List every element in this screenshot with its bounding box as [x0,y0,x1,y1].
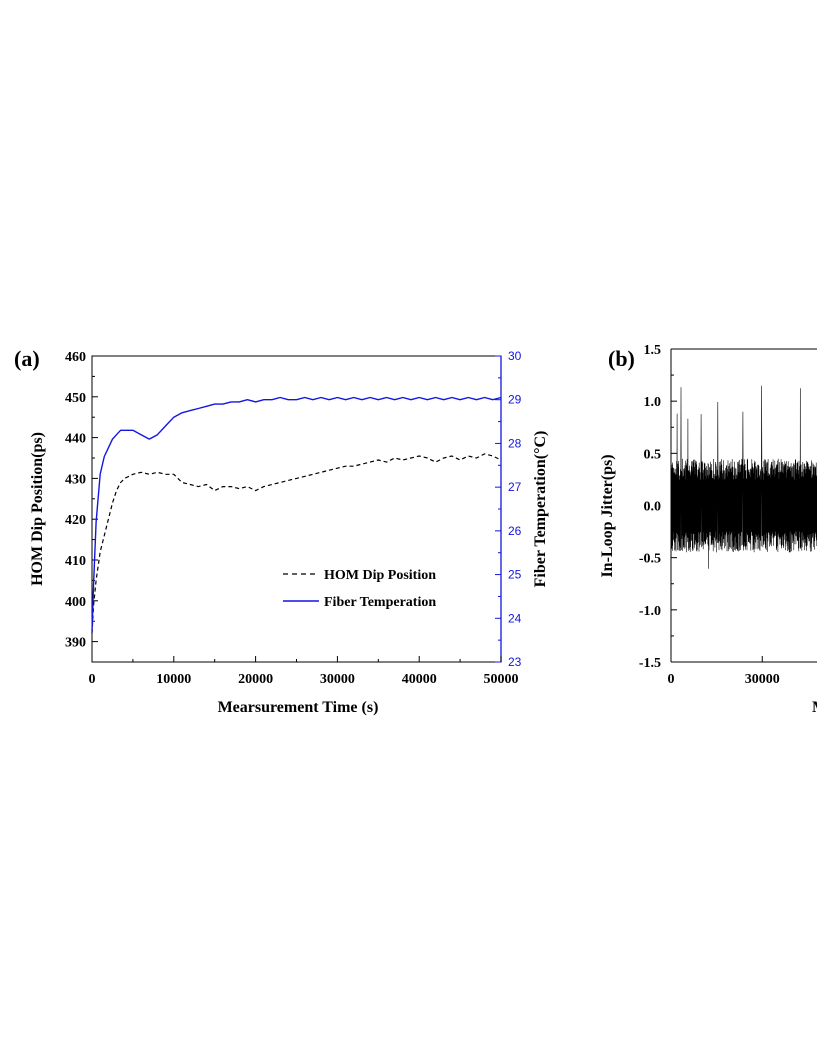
right-y-tick-label: 30 [508,349,522,363]
panel-b-label: (b) [608,346,635,371]
fiber-temperature-series-line [91,396,502,632]
panel-b: (b) 1.5 1.0 0.5 0.0 -0.5 -1.0 -1.5 0 30000 In-L… [599,343,817,716]
panel-b-x-axis-label-fragment: M [812,699,817,716]
right-y-tick-label: 27 [508,480,522,494]
right-y-tick-label: 24 [508,611,522,625]
x-tick-label: 20000 [238,672,273,687]
panel-b-y-axis-label: In-Loop Jitter(ps) [599,454,616,577]
b-y-tick-label: 0.0 [644,500,662,515]
right-y-tick-label: 26 [508,524,522,538]
right-y-tick-label: 29 [508,393,522,407]
x-tick-label: 10000 [156,672,191,687]
left-y-tick-label: 450 [65,391,86,406]
panel-a-x-ticks: 0 10000 20000 30000 40000 50000 [89,656,519,687]
panel-a-right-y-axis-label: Fiber Temperation(°C) [532,431,549,588]
b-y-tick-label: -1.5 [639,656,661,671]
panel-b-x-ticks: 0 30000 [668,656,780,687]
panel-a-series [91,396,502,634]
panel-a-plot-frame [91,355,502,663]
panel-a-left-y-ticks: 390 400 410 420 430 440 450 460 [65,350,98,651]
b-y-tick-label: 0.5 [644,447,662,462]
left-y-tick-label: 430 [65,472,86,487]
b-y-tick-label: -1.0 [639,604,661,619]
x-tick-label: 0 [89,672,96,687]
left-y-tick-label: 390 [65,636,86,651]
legend-temp-label: Fiber Temperation [324,595,436,610]
b-y-tick-label: 1.0 [644,395,662,410]
x-tick-label: 40000 [402,672,437,687]
panel-b-y-ticks: 1.5 1.0 0.5 0.0 -0.5 -1.0 -1.5 [639,343,677,671]
right-y-tick-label: 25 [508,568,522,582]
left-y-tick-label: 420 [65,513,86,528]
panel-a-x-axis-label: Mearsurement Time (s) [218,699,379,716]
panel-a-legend: HOM Dip Position Fiber Temperation [283,568,436,610]
jitter-series-line [670,385,817,569]
left-y-tick-label: 440 [65,432,86,447]
left-y-tick-label: 400 [65,595,86,610]
panel-b-jitter-series [670,385,817,569]
x-tick-label: 30000 [320,672,355,687]
left-y-tick-label: 460 [65,350,86,365]
right-y-tick-label: 28 [508,436,522,450]
right-y-tick-label: 23 [508,655,522,669]
panel-a-right-y-ticks: 23 24 25 26 27 28 29 30 [495,349,522,669]
panel-a-left-y-axis-label: HOM Dip Position(ps) [29,432,46,586]
b-x-tick-label: 30000 [745,672,780,687]
b-x-tick-label: 0 [668,672,675,687]
x-tick-label: 50000 [484,672,519,687]
b-y-tick-label: 1.5 [644,343,662,358]
hom-dip-series-line [91,453,502,634]
left-y-tick-label: 410 [65,554,86,569]
legend-hom-label: HOM Dip Position [324,568,436,583]
panel-a-label: (a) [14,346,40,371]
b-y-tick-label: -0.5 [639,552,661,567]
